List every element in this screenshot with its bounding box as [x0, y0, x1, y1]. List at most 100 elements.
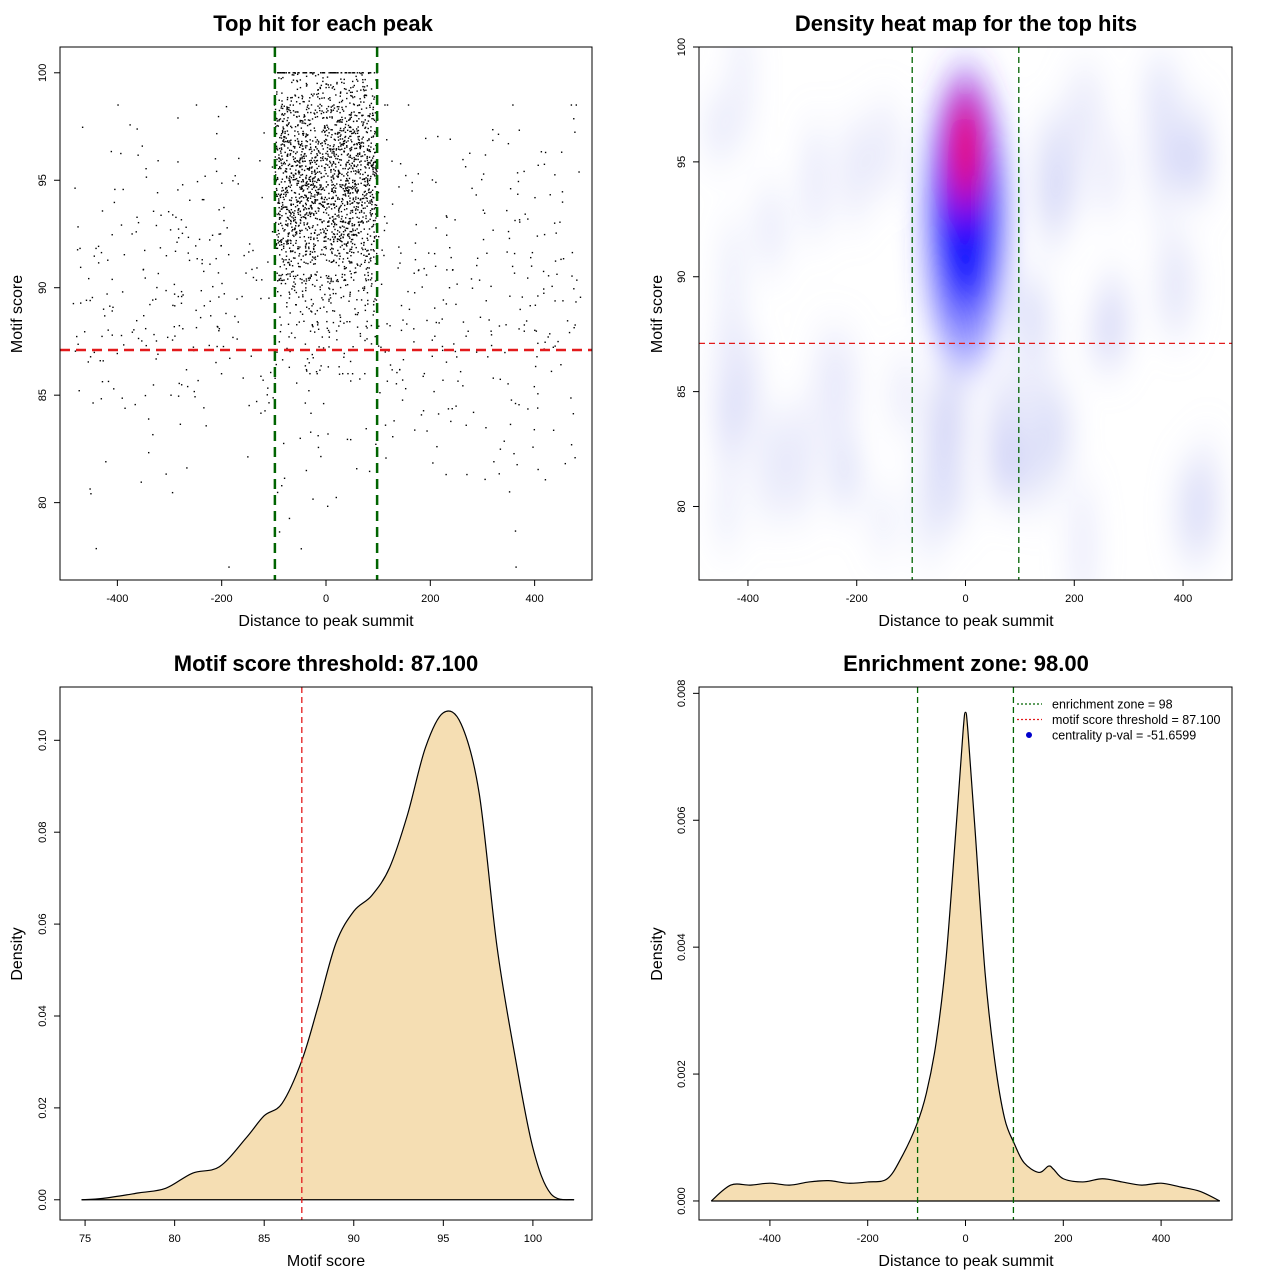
scatter-point — [344, 221, 346, 224]
scatter-point — [316, 148, 318, 150]
scatter-point — [285, 167, 287, 170]
scatter-point — [340, 78, 342, 80]
scatter-point — [314, 146, 317, 148]
scatter-point — [276, 247, 279, 250]
scatter-point — [278, 232, 280, 235]
scatter-point — [348, 221, 350, 223]
scatter-point — [513, 272, 516, 274]
scatter-point — [89, 488, 91, 490]
scatter-point — [336, 133, 339, 135]
scatter-point — [181, 184, 184, 186]
score-density-curve — [81, 710, 575, 1201]
scatter-point — [364, 309, 367, 312]
scatter-point — [329, 162, 332, 164]
scatter-point — [311, 166, 313, 168]
scatter-point — [338, 208, 340, 210]
scatter-point — [185, 226, 187, 228]
scatter-point — [536, 356, 538, 358]
scatter-point — [294, 94, 296, 96]
scatter-point — [286, 141, 289, 143]
scatter-point — [349, 295, 351, 297]
scatter-point — [454, 350, 457, 353]
scatter-point — [335, 124, 338, 126]
scatter-point — [330, 261, 332, 264]
scatter-point — [357, 183, 359, 185]
scatter-point — [354, 132, 357, 135]
scatter-point — [299, 166, 302, 168]
scatter-point — [391, 160, 393, 162]
scatter-point — [336, 175, 338, 177]
scatter-point — [445, 361, 448, 363]
scatter-point — [344, 194, 346, 196]
scatter-point — [301, 160, 304, 162]
scatter-point — [363, 178, 366, 180]
scatter-point — [352, 197, 355, 199]
scatter-point — [364, 127, 366, 129]
scatter-point — [331, 181, 333, 183]
scatter-point — [290, 271, 293, 273]
scatter-point — [315, 141, 317, 143]
distance-density-title: Enrichment zone: 98.00 — [843, 651, 1089, 676]
scatter-point — [415, 223, 417, 226]
scatter-point — [312, 202, 315, 205]
distance-density-panel: Enrichment zone: 98.00 -400 -200 0 200 400 0… — [649, 651, 1233, 1270]
scatter-point — [476, 264, 478, 267]
scatter-point — [441, 345, 444, 348]
scatter-point — [309, 146, 312, 149]
scatter-point — [498, 473, 500, 475]
scatter-point — [316, 192, 319, 194]
scatter-point — [290, 149, 293, 152]
scatter-point — [353, 143, 356, 146]
scatter-point — [413, 292, 416, 294]
scatter-point — [307, 119, 310, 121]
x-tick-label: 200 — [1054, 1233, 1072, 1245]
scatter-point — [362, 221, 364, 224]
scatter-point — [295, 152, 297, 155]
scatter-point — [315, 186, 318, 188]
scatter-point — [328, 346, 330, 348]
scatter-point — [324, 209, 327, 211]
scatter-point — [341, 240, 343, 243]
scatter-point — [182, 294, 184, 296]
y-tick-label: 0.006 — [676, 806, 688, 834]
scatter-point — [374, 175, 376, 177]
scatter-point — [301, 195, 303, 198]
scatter-point — [431, 179, 434, 181]
scatter-point — [301, 290, 304, 292]
scatter-point — [341, 220, 343, 223]
scatter-point — [290, 139, 292, 141]
scatter-point — [336, 81, 338, 84]
scatter-point — [155, 340, 158, 342]
scatter-point — [355, 147, 358, 150]
scatter-point — [314, 173, 316, 176]
scatter-point — [329, 217, 331, 219]
heatmap-background-blob — [824, 429, 860, 513]
scatter-point — [89, 356, 92, 358]
scatter-point — [321, 153, 324, 155]
scatter-point — [344, 184, 347, 186]
scatter-point — [282, 227, 284, 230]
scatter-point — [348, 163, 351, 165]
scatter-point — [490, 334, 493, 336]
scatter-point — [296, 180, 299, 182]
scatter-point — [360, 89, 362, 91]
scatter-point — [374, 161, 376, 164]
scatter-point — [386, 222, 388, 224]
scatter-point — [341, 225, 344, 227]
scatter-point — [317, 192, 319, 195]
scatter-point — [277, 201, 280, 204]
scatter-point — [314, 200, 317, 202]
scatter-point — [292, 220, 295, 222]
score-density-fill — [81, 710, 575, 1200]
scatter-point — [370, 160, 372, 162]
heatmap-background-blob — [802, 123, 829, 240]
scatter-point — [344, 117, 346, 119]
scatter-point — [278, 240, 280, 243]
scatter-point — [296, 201, 298, 203]
scatter-point — [339, 316, 342, 319]
scatter-point — [282, 245, 285, 247]
scatter-point — [337, 196, 339, 199]
scatter-point — [282, 237, 284, 240]
scatter-point — [407, 104, 410, 106]
scatter-point — [323, 236, 326, 239]
